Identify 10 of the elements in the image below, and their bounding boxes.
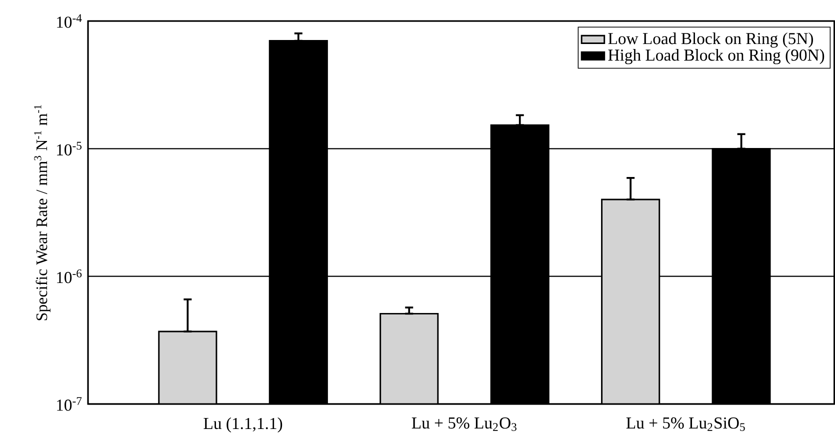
x-tick-label: Lu + 5% Lu$_{2}$SiO$_{5}$ [626,417,745,431]
y-tick-label: 10$^{-7}$ [57,397,82,411]
y-tick-label: 10$^{-6}$ [57,269,82,284]
x-tick-label: Lu (1.1,1.1) [204,417,282,432]
legend-label: High Load Block on Ring (90N) [608,49,824,64]
y-axis-title: Specific Wear Rate / mm$^{3}$ N$^{-1}$ m$^{-1}$ [34,105,50,320]
legend-label: Low Load Block on Ring (5N) [608,32,813,48]
y-tick-label: 10$^{-4}$ [57,14,82,28]
y-tick-label: 10$^{-5}$ [57,142,82,156]
x-tick-label: Lu + 5% Lu$_{2}$O$_{3}$ [412,417,516,431]
